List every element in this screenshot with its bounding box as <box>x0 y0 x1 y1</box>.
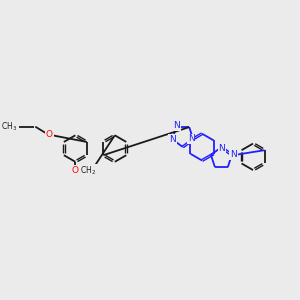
Text: CH$_3$: CH$_3$ <box>1 120 17 133</box>
Text: N: N <box>173 121 180 130</box>
Text: CH$_2$: CH$_2$ <box>80 164 96 177</box>
Text: O: O <box>72 166 79 175</box>
Text: N: N <box>219 144 225 153</box>
Text: O: O <box>46 130 53 139</box>
Text: N: N <box>169 135 176 144</box>
Text: N: N <box>188 134 194 143</box>
Text: N: N <box>230 150 237 159</box>
